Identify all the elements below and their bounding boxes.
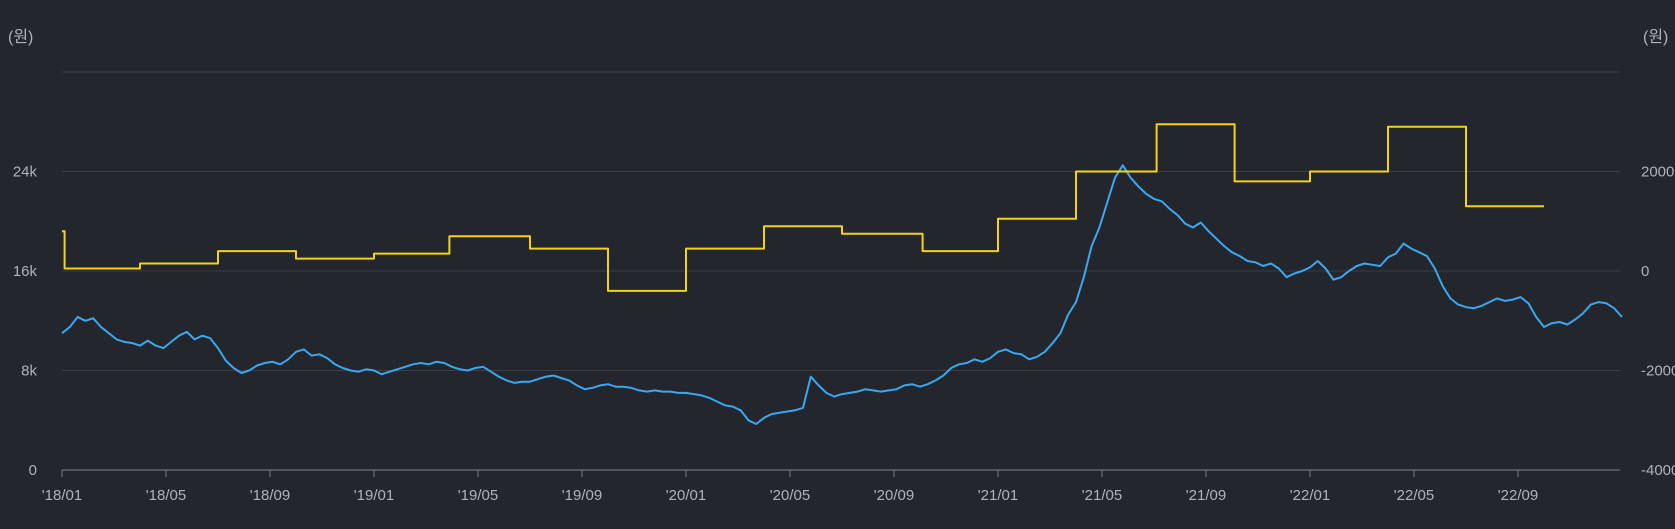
left-tick-label: 8k	[21, 363, 37, 380]
x-tick-label: '18/01	[42, 487, 82, 504]
x-tick-label: '19/09	[562, 487, 602, 504]
right-tick-label: 0	[1641, 263, 1649, 280]
series-line-left-axis	[61, 164, 1623, 425]
left-axis-unit: (원)	[8, 28, 33, 46]
x-tick-label: '19/01	[354, 487, 394, 504]
x-tick-label: '19/05	[458, 487, 498, 504]
series-line-right-axis	[62, 123, 1544, 292]
left-tick-label: 0	[29, 462, 37, 479]
x-tick-label: '20/05	[770, 487, 810, 504]
series-layer	[61, 123, 1623, 425]
x-tick-label: '18/09	[250, 487, 290, 504]
x-tick-label: '21/09	[1186, 487, 1226, 504]
right-axis-ticks: -4000 -2000 0 2000	[1641, 164, 1675, 480]
right-tick-label: -2000	[1641, 363, 1675, 380]
grid-layer	[62, 71, 1620, 471]
right-axis-unit: (원)	[1643, 28, 1668, 46]
right-tick-label: 2000	[1641, 164, 1674, 181]
left-tick-label: 16k	[13, 263, 38, 280]
left-tick-label: 24k	[13, 164, 38, 181]
x-tick-label: '22/05	[1394, 487, 1434, 504]
right-tick-label: -4000	[1641, 462, 1675, 479]
x-tick-label: '21/05	[1082, 487, 1122, 504]
x-tick-label: '22/01	[1290, 487, 1330, 504]
x-tick-label: '20/09	[874, 487, 914, 504]
x-tick-label: '20/01	[666, 487, 706, 504]
left-axis-ticks: 0 8k 16k 24k	[13, 164, 38, 480]
x-axis-ticks: '18/01 '18/05 '18/09 '19/01 '19/05 '19/09 '20/…	[42, 470, 1538, 504]
x-tick-label: '21/01	[978, 487, 1018, 504]
x-tick-label: '18/05	[146, 487, 186, 504]
x-tick-label: '22/09	[1498, 487, 1538, 504]
